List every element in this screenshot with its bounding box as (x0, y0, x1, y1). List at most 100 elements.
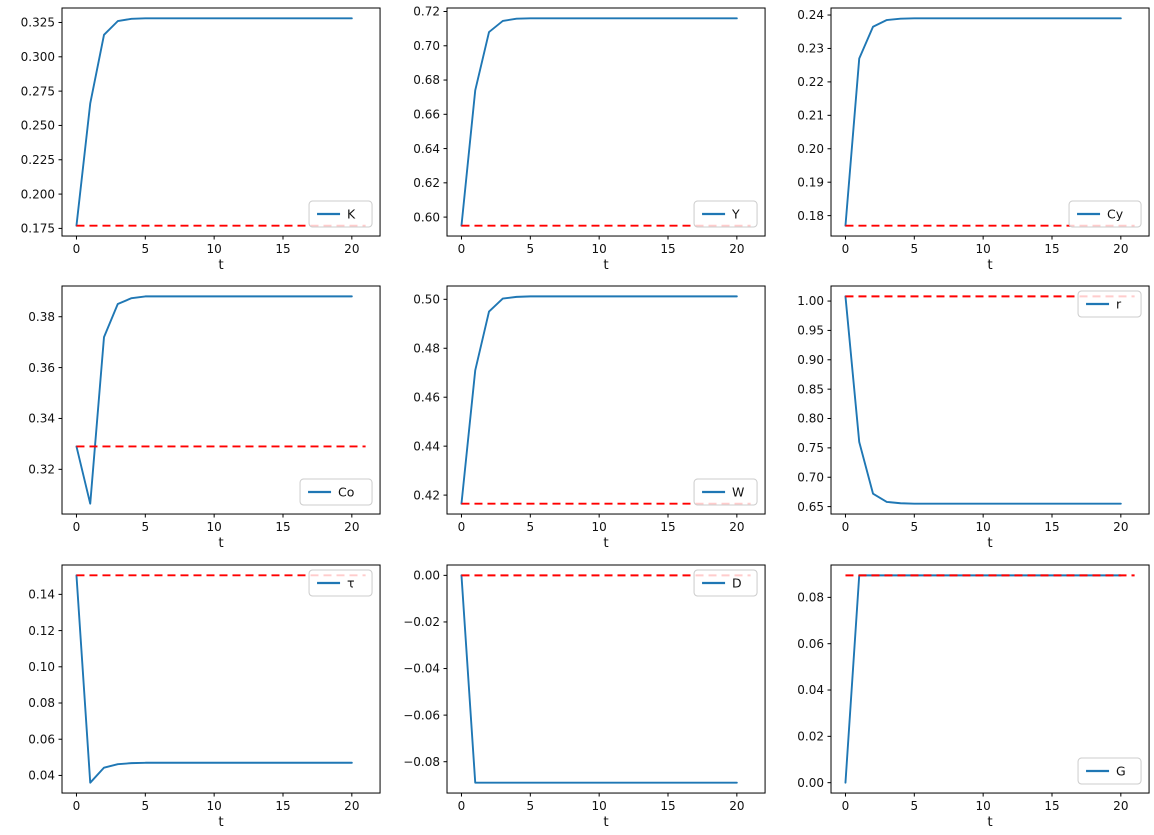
axes-frame (830, 564, 1150, 794)
x-tick-label: 20 (344, 799, 359, 813)
y-tick-label: 0.19 (798, 175, 825, 189)
x-tick-label: 0 (457, 242, 465, 256)
y-tick-label: −0.06 (403, 708, 440, 722)
legend-box (308, 569, 373, 597)
legend-tau: τ (308, 569, 373, 597)
y-tick-label: 0.34 (28, 412, 55, 426)
x-tick-label: 5 (141, 799, 149, 813)
x-tick-label: 15 (1045, 520, 1060, 534)
legend-box (299, 478, 373, 506)
x-tick-label: 20 (729, 799, 744, 813)
axes-frame (446, 7, 766, 237)
y-tick-label: 0.18 (798, 209, 825, 223)
x-tick-label: 15 (275, 520, 290, 534)
y-tick-label: 0.06 (28, 732, 55, 746)
y-tick-label: 0.36 (28, 361, 55, 375)
y-tick-label: 1.00 (798, 295, 825, 309)
y-tick-label: 0.22 (798, 75, 825, 89)
y-tick-label: 0.50 (413, 293, 440, 307)
axes-frame (446, 285, 766, 515)
x-tick-label: 0 (842, 799, 850, 813)
path-line-G (844, 574, 1123, 784)
legend-box (1077, 757, 1142, 785)
y-tick-label: 0.80 (798, 412, 825, 426)
legend-label: Cy (1107, 207, 1124, 222)
y-tick-label: −0.04 (403, 661, 440, 675)
y-tick-label: 0.70 (413, 39, 440, 53)
path-line-Co (75, 295, 353, 505)
y-tick-label: 0.44 (413, 440, 440, 454)
x-tick-label: 20 (1114, 520, 1129, 534)
x-axis-label: t (988, 814, 993, 830)
y-tick-label: 0.08 (28, 696, 55, 710)
x-tick-label: 15 (1045, 799, 1060, 813)
chart-svg-K: 0 5 10 15 20 0.175 0.200 0.225 0.250 0.275 0.300 0.… (21, 7, 381, 273)
x-tick-label: 10 (591, 799, 606, 813)
path-line-tau (75, 574, 353, 784)
path-line-Cy (844, 17, 1123, 227)
y-tick-label: 0.14 (28, 587, 55, 601)
x-axis-label: t (988, 257, 993, 273)
x-tick-label: 20 (729, 242, 744, 256)
y-tick-label: 0.00 (798, 776, 825, 790)
x-tick-label: 5 (141, 242, 149, 256)
subplot-K: 0 5 10 15 20 0.175 0.200 0.225 0.250 0.275 0.300 0.… (0, 0, 385, 278)
x-tick-label: 10 (976, 520, 991, 534)
path-line-W (460, 295, 738, 505)
legend-label: G (1116, 763, 1126, 778)
x-tick-label: 10 (207, 799, 222, 813)
y-tick-label: 0.75 (798, 441, 825, 455)
y-tick-label: 0.38 (28, 310, 55, 324)
x-tick-label: 10 (207, 520, 222, 534)
chart-svg-Co: 0 5 10 15 20 0.32 0.34 0.36 0.38 t Co (28, 285, 381, 551)
axes-frame (446, 564, 766, 794)
y-tick-label: 0.90 (798, 353, 825, 367)
y-tick-label: 0.24 (798, 8, 825, 22)
y-tick-label: 0.300 (21, 50, 55, 64)
path-line-r (844, 295, 1123, 505)
legend-Y: Y (693, 200, 758, 228)
y-tick-label: 0.275 (21, 84, 55, 98)
subplot-tau: 0 5 10 15 20 0.04 0.06 0.08 0.10 0.12 0.14 t τ (0, 557, 385, 835)
x-axis-label: t (218, 257, 223, 273)
path-line-Y (460, 17, 738, 227)
y-tick-label: 0.42 (413, 489, 440, 503)
y-tick-label: 0.48 (413, 342, 440, 356)
chart-svg-r: 0 5 10 15 20 0.65 0.70 0.75 0.80 0.85 0.90 0.95 1.00… (798, 285, 1150, 551)
chart-svg-Y: 0 5 10 15 20 0.60 0.62 0.64 0.66 0.68 0.70 0.72 t Y (413, 5, 766, 273)
x-tick-label: 15 (275, 242, 290, 256)
legend-label: W (732, 485, 744, 500)
legend-box (693, 569, 758, 597)
legend-box (693, 478, 758, 506)
y-tick-label: 0.32 (28, 463, 55, 477)
y-tick-label: 0.175 (21, 222, 55, 236)
chart-svg-W: 0 5 10 15 20 0.42 0.44 0.46 0.48 0.50 t W (413, 285, 766, 551)
x-tick-label: 20 (1114, 242, 1129, 256)
y-tick-label: 0.250 (21, 119, 55, 133)
y-tick-label: −0.02 (403, 615, 440, 629)
x-axis-label: t (218, 535, 223, 551)
axes-frame (61, 7, 381, 237)
y-tick-label: 0.72 (413, 5, 440, 19)
y-tick-label: 0.08 (798, 590, 825, 604)
legend-box (1068, 200, 1142, 228)
x-axis-label: t (603, 814, 608, 830)
x-tick-label: 0 (73, 799, 81, 813)
y-tick-label: 0.06 (798, 637, 825, 651)
subplot-Y: 0 5 10 15 20 0.60 0.62 0.64 0.66 0.68 0.70 0.72 t Y (385, 0, 770, 278)
x-tick-label: 5 (526, 799, 534, 813)
x-tick-label: 0 (842, 242, 850, 256)
y-tick-label: 0.60 (413, 210, 440, 224)
y-tick-label: 0.85 (798, 383, 825, 397)
legend-W: W (693, 478, 758, 506)
y-tick-label: 0.70 (798, 471, 825, 485)
subplot-G: 0 5 10 15 20 0.00 0.02 0.04 0.06 0.08 t G (769, 557, 1154, 835)
legend-label: r (1116, 297, 1122, 312)
x-tick-label: 0 (457, 520, 465, 534)
x-tick-label: 0 (73, 242, 81, 256)
axes-frame (61, 564, 381, 794)
subplot-r: 0 5 10 15 20 0.65 0.70 0.75 0.80 0.85 0.90 0.95 1.00… (769, 278, 1154, 556)
x-tick-label: 5 (526, 242, 534, 256)
x-axis-label: t (218, 814, 223, 830)
x-tick-label: 15 (660, 520, 675, 534)
